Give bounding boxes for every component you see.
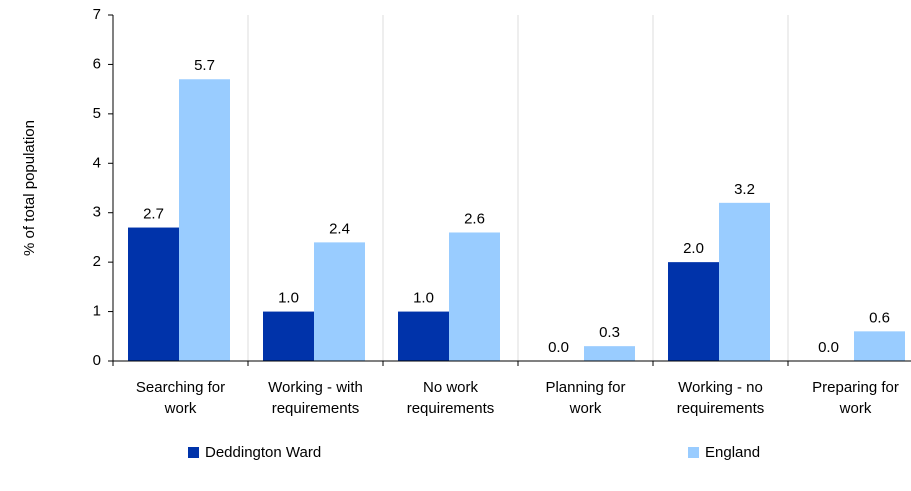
bar <box>449 232 500 361</box>
y-tick-label: 0 <box>93 352 101 369</box>
value-label: 0.3 <box>599 324 620 341</box>
value-label: 2.7 <box>143 206 164 223</box>
legend-swatch <box>188 447 199 458</box>
x-tick-label: Working - no <box>678 379 763 396</box>
bar <box>719 202 770 361</box>
x-tick-label: Working - with <box>268 379 363 396</box>
value-label: 0.6 <box>869 309 890 326</box>
y-tick-label: 4 <box>93 154 101 171</box>
y-tick-label: 7 <box>93 6 101 23</box>
x-tick-label: work <box>164 400 197 417</box>
x-tick-label: Preparing for <box>812 379 899 396</box>
bar <box>668 262 719 361</box>
value-label: 1.0 <box>278 290 299 307</box>
y-axis-label: % of total population <box>21 120 38 256</box>
value-label: 2.4 <box>329 220 350 237</box>
x-tick-label: requirements <box>677 400 765 417</box>
y-tick-label: 1 <box>93 303 101 320</box>
x-tick-label: No work <box>423 379 479 396</box>
value-label: 3.2 <box>734 181 755 198</box>
bar <box>263 311 314 361</box>
bar <box>314 242 365 361</box>
value-label: 0.0 <box>548 339 569 356</box>
value-label: 2.0 <box>683 240 704 257</box>
x-tick-label: Planning for <box>545 379 625 396</box>
bar <box>398 311 449 361</box>
y-tick-label: 2 <box>93 253 101 270</box>
x-tick-label: work <box>569 400 602 417</box>
y-tick-label: 5 <box>93 105 101 122</box>
value-label: 5.7 <box>194 57 215 74</box>
value-label: 0.0 <box>818 339 839 356</box>
x-tick-label: Searching for <box>136 379 225 396</box>
x-tick-label: requirements <box>407 400 495 417</box>
bar <box>179 79 230 361</box>
value-label: 2.6 <box>464 210 485 227</box>
bar <box>128 227 179 361</box>
bar <box>584 346 635 361</box>
x-tick-label: requirements <box>272 400 360 417</box>
y-tick-label: 6 <box>93 55 101 72</box>
x-tick-label: work <box>839 400 872 417</box>
value-label: 1.0 <box>413 290 434 307</box>
y-tick-label: 3 <box>93 204 101 221</box>
bar <box>854 331 905 361</box>
legend-label: England <box>705 444 760 461</box>
legend-swatch <box>688 447 699 458</box>
legend-label: Deddington Ward <box>205 444 321 461</box>
